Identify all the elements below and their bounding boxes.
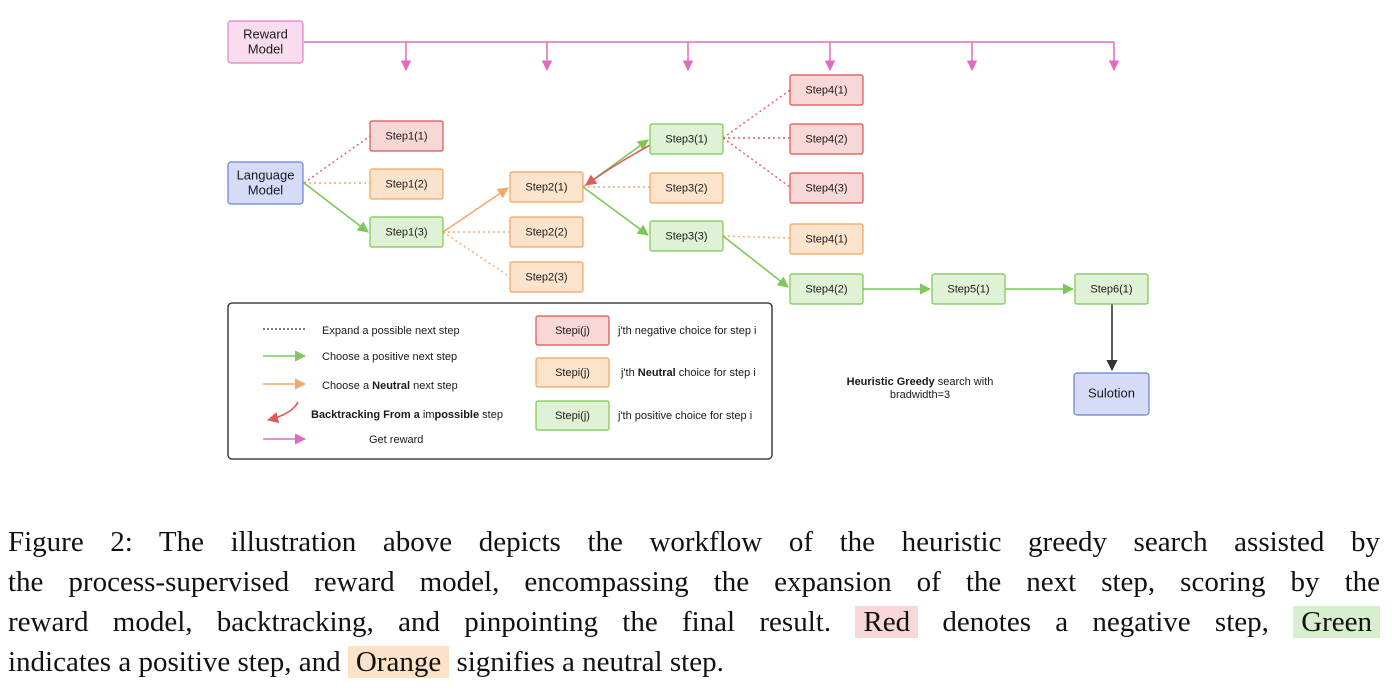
svg-text:Stepi(j): Stepi(j) bbox=[555, 367, 590, 379]
svg-text:Stepi(j): Stepi(j) bbox=[555, 325, 590, 337]
step-label: Step3(3) bbox=[665, 230, 707, 242]
step-node-s2-3: Step2(3) bbox=[509, 261, 584, 293]
legend-neutral: Choose a Neutral next step bbox=[322, 380, 458, 392]
legend-neutral-desc: j'th Neutral choice for step i bbox=[620, 367, 756, 379]
edge-expand bbox=[442, 231, 511, 278]
step-node-s1-1: Step1(1) bbox=[369, 120, 444, 152]
step-node-s4-2b: Step4(2) bbox=[789, 273, 864, 305]
solution-label: Sulotion bbox=[1088, 385, 1135, 400]
legend-negative-desc: j'th negative choice for step i bbox=[617, 325, 756, 337]
step-label: Step4(2) bbox=[805, 283, 847, 295]
svg-text:Language: Language bbox=[237, 167, 295, 182]
step-label: Step3(1) bbox=[665, 133, 707, 145]
legend-backtrack: Backtracking From a impossible step bbox=[311, 409, 503, 421]
legend-expand: Expand a possible next step bbox=[322, 325, 460, 337]
step-node-s1-3: Step1(3) bbox=[369, 216, 444, 248]
legend-orange-box bbox=[535, 357, 610, 388]
legend-positive-desc: j'th positive choice for step i bbox=[617, 410, 752, 422]
node-reward-model: Reward Model bbox=[227, 20, 304, 64]
step-node-s2-1: Step2(1) bbox=[509, 171, 584, 203]
figure-caption: Figure 2: The illustration above depicts… bbox=[8, 522, 1381, 682]
svg-text:bradwidth=3: bradwidth=3 bbox=[890, 389, 950, 401]
step-label: Step4(3) bbox=[805, 182, 847, 194]
search-note: Heuristic Greedy search with bradwidth=3 bbox=[847, 376, 994, 401]
legend-reward: Get reward bbox=[369, 434, 423, 446]
legend-positive: Choose a positive next step bbox=[322, 351, 457, 363]
step-label: Step3(2) bbox=[665, 182, 707, 194]
legend: Expand a possible next step Choose a pos… bbox=[227, 302, 773, 460]
svg-text:Heuristic Greedy search with: Heuristic Greedy search with bbox=[847, 376, 994, 388]
svg-text:Model: Model bbox=[248, 41, 284, 56]
edge-backtrack bbox=[585, 143, 653, 186]
svg-text:Stepi(j): Stepi(j) bbox=[555, 410, 590, 422]
step-nodes: Step1(1) Step1(2) Step1(3) Step2(1) Step2(2)… bbox=[369, 74, 1149, 305]
caption-line-4: indicates a positive step, and Orange si… bbox=[8, 646, 724, 678]
svg-text:Model: Model bbox=[248, 182, 284, 197]
highlight-red: Red bbox=[855, 606, 919, 638]
legend-red-box bbox=[535, 315, 610, 346]
step-label: Step4(1) bbox=[805, 233, 847, 245]
step-label: Step1(2) bbox=[385, 178, 427, 190]
edge-positive bbox=[722, 235, 789, 288]
edge-expand bbox=[722, 89, 791, 139]
edge-expand bbox=[722, 235, 791, 239]
step-label: Step2(3) bbox=[525, 271, 567, 283]
reward-bus bbox=[304, 41, 1120, 72]
step-label: Step2(1) bbox=[525, 181, 567, 193]
svg-text:Reward: Reward bbox=[243, 26, 288, 41]
search-workflow-diagram: Reward Model Language Model Step1(1)Step… bbox=[227, 20, 1150, 460]
step-label: Step1(3) bbox=[385, 226, 427, 238]
step-node-s4-1b: Step4(1) bbox=[789, 223, 864, 255]
caption-line-1: Figure 2: The illustration above depicts… bbox=[8, 526, 1380, 558]
step-label: Step5(1) bbox=[947, 283, 989, 295]
edge-positive bbox=[303, 182, 369, 233]
highlight-green: Green bbox=[1293, 606, 1381, 638]
step-label: Step1(1) bbox=[385, 130, 427, 142]
node-solution: Sulotion bbox=[1073, 372, 1150, 416]
edge-positive bbox=[582, 186, 649, 236]
step-label: Step2(2) bbox=[525, 226, 567, 238]
step-node-s3-3: Step3(3) bbox=[649, 220, 724, 252]
step-node-s1-2: Step1(2) bbox=[369, 168, 444, 200]
edge-neutral bbox=[442, 187, 509, 233]
step-node-s4-2a: Step4(2) bbox=[789, 123, 864, 155]
step-node-s3-2: Step3(2) bbox=[649, 172, 724, 204]
legend-green-box bbox=[535, 400, 610, 431]
step-node-s4-3: Step4(3) bbox=[789, 172, 864, 204]
step-label: Step4(2) bbox=[805, 133, 847, 145]
caption-line-3: reward model, backtracking, and pinpoint… bbox=[8, 602, 1381, 642]
edge-expand bbox=[722, 137, 791, 188]
step-node-s6-1: Step6(1) bbox=[1074, 273, 1149, 305]
caption-line-2: the process-supervised reward model, enc… bbox=[8, 566, 1380, 598]
node-language-model: Language Model bbox=[227, 161, 304, 205]
edge-expand bbox=[303, 135, 371, 184]
step-node-s2-2: Step2(2) bbox=[509, 216, 584, 248]
edges bbox=[303, 89, 1118, 372]
step-node-s5-1: Step5(1) bbox=[931, 273, 1006, 305]
highlight-orange: Orange bbox=[347, 646, 450, 678]
step-label: Step6(1) bbox=[1090, 283, 1132, 295]
step-node-s4-1a: Step4(1) bbox=[789, 74, 864, 106]
step-label: Step4(1) bbox=[805, 84, 847, 96]
step-node-s3-1: Step3(1) bbox=[649, 123, 724, 155]
legend-backtrack-arrow bbox=[266, 401, 299, 423]
